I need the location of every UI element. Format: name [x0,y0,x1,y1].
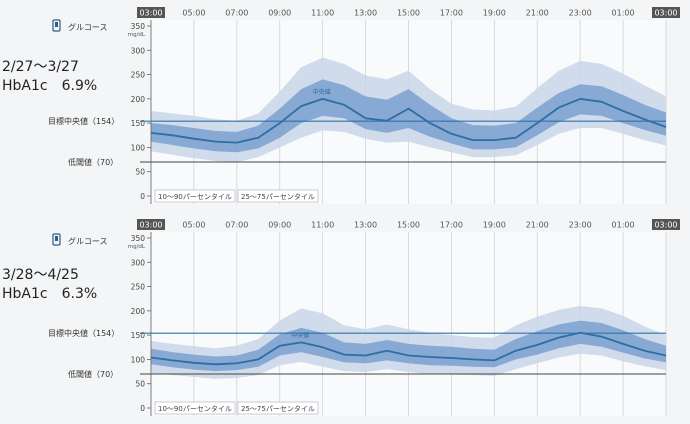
y-tick-label: 50 [135,168,145,177]
band-25-75 [151,79,666,153]
hour-label: 07:00 [225,9,248,18]
legend-box-25-75 [237,401,319,415]
y-tick-label: 150 [131,331,146,340]
hour-label: 03:00 [139,221,162,230]
y-tick-label: 250 [131,71,146,80]
glucose-title: グルコース [68,22,107,32]
hour-box [137,7,165,18]
legend-box-25-75 [237,189,319,203]
y-tick-label: 250 [131,283,146,292]
chart-panel-2: 中央値 目標中央値（154） 低閾値（70） 350 300 250 200 150 100 50… [0,212,690,424]
hour-label: 07:00 [225,221,248,230]
chart-panel-1: 中央値目標中央値（154） 低閾値（70） 350 300 250 200 150 100 50… [2,7,680,204]
hour-label: 09:00 [268,9,291,18]
period-range: 3/28〜4/25 [2,267,79,283]
legend-10-90: 10〜90パーセンタイル [158,404,232,413]
hour-label: 21:00 [526,9,549,18]
phone-icon-screen [55,22,58,27]
median-line [150,98,667,144]
hour-label: 21:00 [526,221,549,230]
hour-label: 19:00 [483,221,506,230]
low-threshold-label: 低閾値（70） [68,369,118,379]
hour-label: 01:00 [612,9,635,18]
hour-box [652,7,680,18]
phone-icon [52,19,61,32]
legend-25-75: 25〜75パーセンタイル [241,404,315,413]
phone-icon-screen [55,236,58,241]
band-10-90 [151,306,666,379]
y-tick-label: 200 [131,307,146,316]
hour-label: 03:00 [654,9,677,18]
median-label: 中央値 [291,331,309,339]
hour-label: 11:00 [311,9,334,18]
phone-icon-body [52,233,61,246]
y-tick-label: 150 [131,119,146,128]
glucose-title: グルコース [68,236,107,246]
hour-label: 13:00 [354,9,377,18]
glucose-chart-2: 中央値 目標中央値（154） 低閾値（70） 350 300 250 200 150 100 50… [48,219,680,416]
period-range: 2/27〜3/27 [2,59,79,75]
hour-label: 17:00 [440,221,463,230]
hour-label: 19:00 [483,9,506,18]
unit-label: mg/dL [128,244,146,250]
y-tick-label: 300 [131,46,146,55]
hour-label: 13:00 [354,221,377,230]
y-tick-label: 350 [131,234,146,243]
y-tick-label: 350 [131,22,146,31]
hour-label: 09:00 [268,221,291,230]
y-tick-label: 100 [131,355,146,364]
hour-label: 15:00 [397,221,420,230]
phone-icon-body [52,19,61,32]
y-tick-label: 300 [131,258,146,267]
hour-label: 15:00 [397,9,420,18]
hba1c-value: HbA1c 6.3% [2,286,98,302]
hour-label: 11:00 [311,221,334,230]
hour-label: 03:00 [139,9,162,18]
period-info-2: 3/28〜4/25 HbA1c 6.3% [2,266,98,304]
legend-10-90: 10〜90パーセンタイル [158,192,232,201]
hour-label: 01:00 [612,221,635,230]
hour-label: 17:00 [440,9,463,18]
y-tick-label: 200 [131,95,146,104]
legend-box-10-90 [154,189,236,203]
y-tick-label: 50 [135,380,145,389]
target-label: 目標中央値（154） [48,328,119,338]
phone-icon [52,233,61,246]
hba1c-value: HbA1c 6.9% [2,78,98,94]
hour-label: 05:00 [182,221,205,230]
y-tick-label: 100 [131,143,146,152]
hour-label: 23:00 [569,221,592,230]
legend-box-10-90 [154,401,236,415]
hour-label: 05:00 [182,9,205,18]
hour-box [137,219,165,230]
period-info-1: 2/27〜3/27 HbA1c 6.9% [2,58,98,96]
hour-label: 23:00 [569,9,592,18]
hour-label: 03:00 [654,221,677,230]
unit-label: mg/dL [128,32,146,38]
y-tick-label: 0 [140,404,145,413]
y-tick-label: 0 [140,192,145,201]
median-label: 中央値 [313,88,331,96]
hour-box [652,219,680,230]
legend-25-75: 25〜75パーセンタイル [241,192,315,201]
target-label: 目標中央値（154） [48,116,119,126]
low-threshold-label: 低閾値（70） [68,157,118,167]
